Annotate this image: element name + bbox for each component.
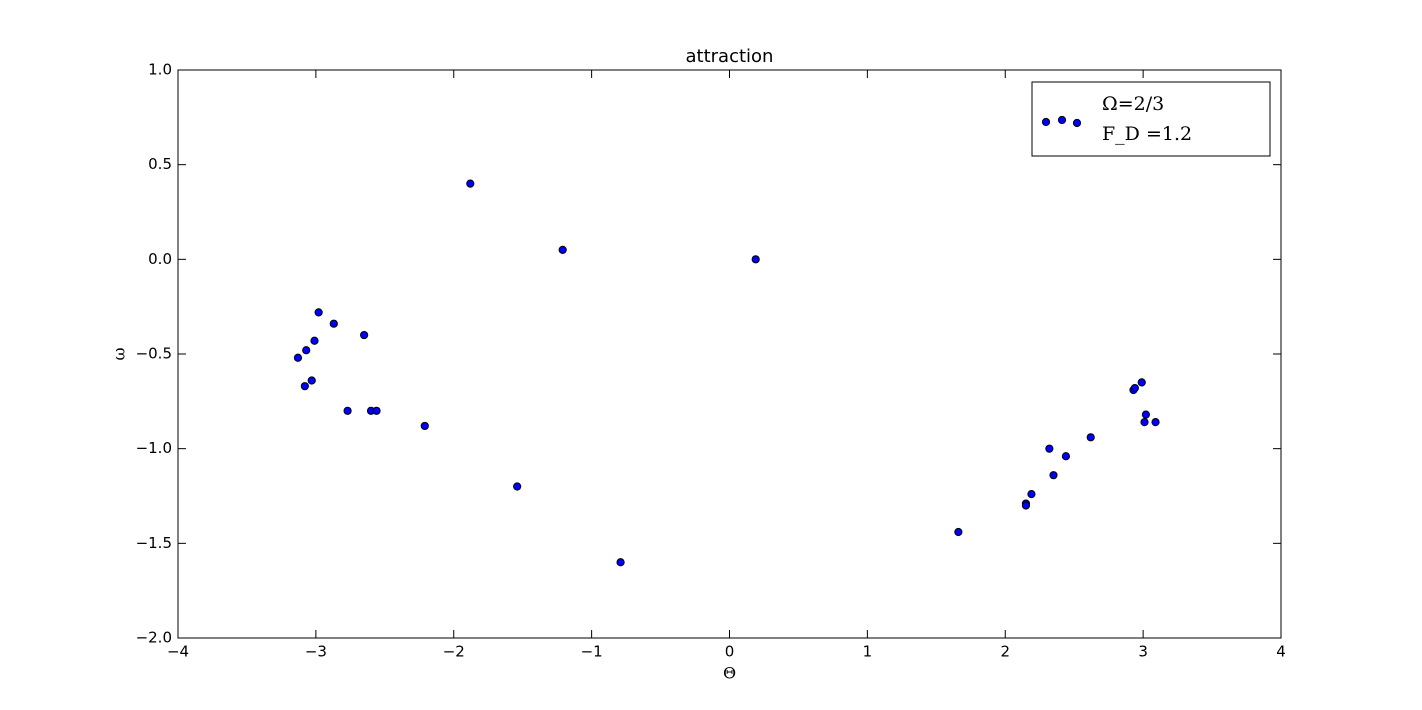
point [1061, 452, 1071, 461]
point [1130, 383, 1139, 393]
point [1140, 418, 1149, 427]
y-axis-label: ω [110, 347, 129, 360]
point [329, 319, 338, 328]
x-tick-label: −2 [443, 643, 465, 661]
point [616, 558, 625, 567]
x-tick-label: 3 [1138, 643, 1148, 661]
point [1027, 490, 1036, 499]
legend-marker [1057, 115, 1067, 125]
point [302, 346, 311, 355]
point [360, 330, 369, 340]
legend-label: Ω=2/3 F_D =1.2 +0.001 [1102, 93, 1193, 155]
point [310, 336, 319, 345]
point [343, 406, 352, 415]
point [558, 245, 567, 254]
point [314, 308, 323, 317]
x-tick-label: −3 [305, 643, 327, 661]
y-tick-label: −0.5 [136, 345, 172, 363]
chart-title: attraction [686, 46, 774, 67]
x-tick-label: 4 [1276, 643, 1286, 661]
y-tick-label: 0.0 [148, 250, 172, 268]
point [466, 179, 475, 188]
legend-label-box: Ω=2/3 F_D =1.2 +0.001 [1102, 93, 1193, 155]
x-tick-label: −1 [581, 643, 603, 661]
y-tick-label: 1.0 [148, 61, 172, 79]
x-axis-label: Θ [723, 664, 736, 683]
plot-frame [177, 69, 1282, 639]
point [1151, 418, 1160, 427]
point [954, 527, 963, 537]
point [513, 482, 522, 491]
y-tick-label: 0.5 [148, 155, 172, 173]
x-tick-label: 2 [1000, 643, 1010, 661]
point [1137, 378, 1146, 387]
legend-box [1031, 81, 1271, 157]
x-tick-label: 0 [725, 643, 735, 661]
x-tick-label: 1 [863, 643, 873, 661]
y-tick-label: −1.0 [136, 439, 172, 457]
point [1086, 433, 1095, 442]
point [293, 353, 303, 362]
point [372, 406, 381, 415]
legend-marker [1041, 117, 1051, 127]
point [751, 255, 760, 264]
point [300, 382, 309, 391]
point [1141, 410, 1150, 419]
legend-marker [1072, 118, 1082, 128]
legend: Ω=2/3 F_D =1.2 +0.001 [1031, 81, 1271, 157]
point [1045, 444, 1054, 453]
y-tick-label: −1.5 [136, 534, 172, 552]
y-tick-label: −2.0 [136, 629, 172, 647]
point [420, 421, 429, 431]
point [1049, 471, 1058, 480]
point [1021, 501, 1031, 510]
point [307, 376, 316, 385]
x-tick-label: −4 [167, 643, 189, 661]
